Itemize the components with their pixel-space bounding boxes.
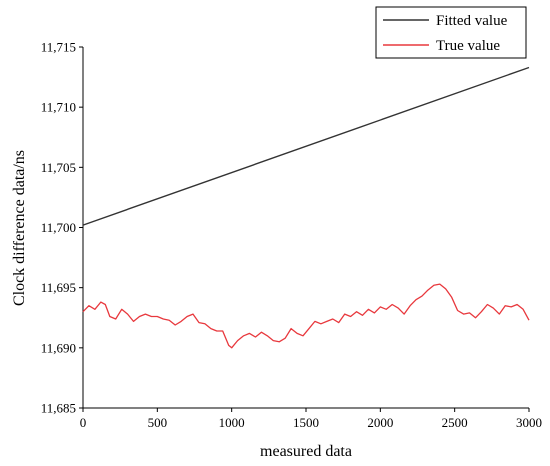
series-layer xyxy=(82,66,530,349)
x-axis: 0 500 1000 1500 2000 2500 3000 xyxy=(80,408,542,430)
x-tick-label: 0 xyxy=(80,415,87,430)
x-tick-label: 1000 xyxy=(219,415,245,430)
y-axis-label: Clock difference data/ns xyxy=(11,150,28,306)
legend: Fitted value True value xyxy=(375,6,527,59)
y-tick-label: 11,705 xyxy=(41,160,76,175)
legend-label-fitted: Fitted value xyxy=(436,13,508,29)
y-axis: 11,685 11,690 11,695 11,700 11,705 11,710 11,7… xyxy=(41,40,83,416)
y-tick-label: 11,710 xyxy=(41,100,76,115)
plot-frame xyxy=(82,47,529,409)
x-tick-label: 3000 xyxy=(516,415,542,430)
legend-box xyxy=(375,6,527,59)
y-tick-label: 11,695 xyxy=(41,280,76,295)
y-tick-label: 11,700 xyxy=(41,220,76,235)
legend-label-true: True value xyxy=(436,38,500,54)
x-tick-label: 500 xyxy=(148,415,168,430)
x-tick-label: 1500 xyxy=(293,415,319,430)
x-tick-label: 2000 xyxy=(367,415,393,430)
fitted-value-line xyxy=(82,66,530,226)
y-tick-label: 11,685 xyxy=(41,401,76,416)
y-tick-label: 11,690 xyxy=(41,340,76,355)
x-tick-label: 2500 xyxy=(442,415,468,430)
y-tick-label: 11,715 xyxy=(41,40,76,55)
x-axis-label: measured data xyxy=(260,443,352,460)
true-value-line xyxy=(82,283,530,349)
